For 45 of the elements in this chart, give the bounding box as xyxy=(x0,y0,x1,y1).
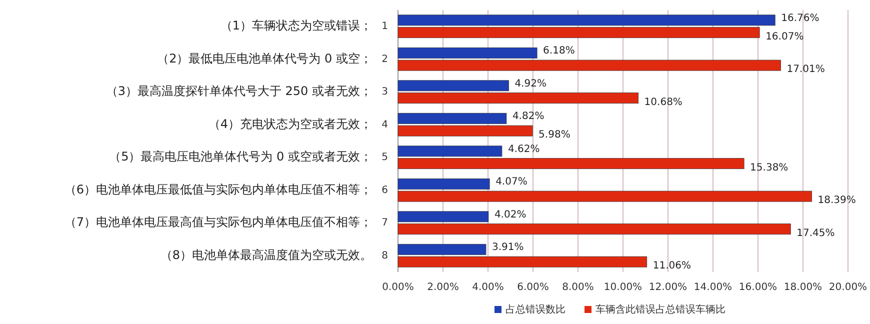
data-label: 4.07% xyxy=(496,176,528,188)
data-label: 3.91% xyxy=(492,242,524,254)
data-label: 11.06% xyxy=(652,260,691,272)
data-label: 17.45% xyxy=(796,228,835,239)
x-tick-label: 4.00% xyxy=(472,282,504,293)
text: （3）最高温度探针单体代号大于 250 或者无效； xyxy=(106,84,372,98)
y-tick-label: 3 xyxy=(382,86,388,98)
text: （5）最高电压电池单体代号为 0 或空或者无效； xyxy=(109,150,372,164)
data-label: 16.76% xyxy=(781,12,820,24)
x-tick-label: 18.00% xyxy=(784,282,822,293)
text: （6）电池单体电压最低值与实际包内单体电压值不相等； xyxy=(64,182,372,196)
data-label: 4.62% xyxy=(508,144,540,155)
x-tick-label: 14.00% xyxy=(694,282,732,293)
data-label: 4.82% xyxy=(512,111,544,122)
data-label: 10.68% xyxy=(644,96,682,108)
x-tick-label: 16.00% xyxy=(738,282,778,293)
y-tick-label: 8 xyxy=(382,250,388,262)
text: （8）电池单体最高温度值为空或无效。 xyxy=(160,248,372,262)
text: （7）电池单体电压最高值与实际包内单体电压值不相等； xyxy=(64,215,372,230)
x-tick-label: 2.00% xyxy=(427,282,459,293)
data-label: 15.38% xyxy=(750,162,788,174)
legend-label: 占总错误数比 xyxy=(506,304,566,316)
y-tick-label: 6 xyxy=(382,184,388,196)
text: （4）充电状态为空或者无效； xyxy=(208,116,372,131)
y-tick-label: 2 xyxy=(382,54,388,65)
text: （2）最低电压电池单体代号为 0 或空； xyxy=(157,51,372,66)
data-label: 16.07% xyxy=(766,31,804,42)
data-label: 4.02% xyxy=(494,209,526,220)
x-tick-label: 12.00% xyxy=(648,282,688,293)
data-label: 17.01% xyxy=(786,64,825,76)
x-tick-label: 8.00% xyxy=(562,282,594,293)
data-label: 5.98% xyxy=(538,130,570,141)
legend-label: 车辆含此错误占总错误车辆比 xyxy=(596,304,726,316)
y-tick-label: 1 xyxy=(382,21,388,32)
data-label: 18.39% xyxy=(818,195,856,206)
y-tick-label: 4 xyxy=(382,119,388,130)
data-label: 4.92% xyxy=(514,78,546,90)
text: （1）车辆状态为空或错误； xyxy=(220,18,372,33)
y-tick-label: 5 xyxy=(382,152,388,164)
x-tick-label: 20.00% xyxy=(828,282,868,293)
x-tick-label: 6.00% xyxy=(517,282,549,293)
x-tick-label: 10.00% xyxy=(604,282,642,293)
y-tick-label: 7 xyxy=(382,218,388,229)
data-label: 6.18% xyxy=(543,46,575,57)
x-tick-label: 0.00% xyxy=(382,282,414,293)
